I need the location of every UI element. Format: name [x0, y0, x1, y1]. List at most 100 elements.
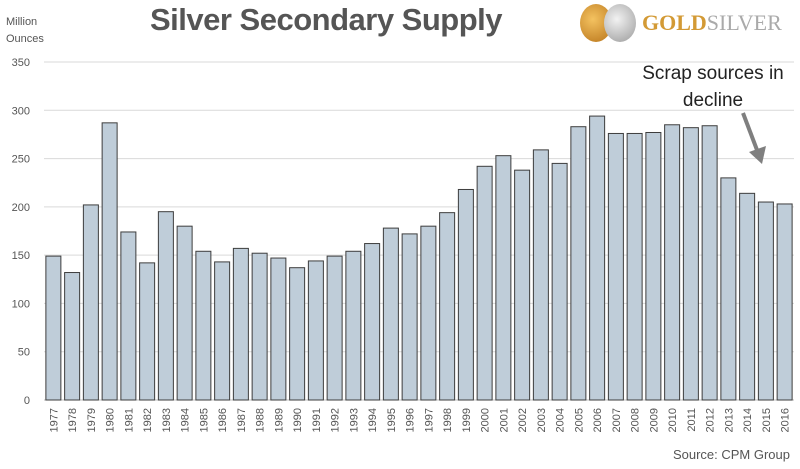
- bar: [101, 122, 118, 401]
- x-tick-label: 1986: [217, 408, 229, 432]
- bar: [439, 212, 456, 401]
- x-tick-label: 2008: [630, 408, 642, 432]
- bar: [326, 255, 343, 401]
- x-tick-label: 2007: [611, 408, 623, 432]
- x-tick-label: 2016: [780, 408, 792, 432]
- bar: [682, 127, 699, 401]
- bar: [701, 125, 718, 401]
- bar: [589, 115, 606, 401]
- bar: [345, 250, 362, 401]
- x-tick-label: 2004: [555, 408, 567, 432]
- bar: [420, 225, 437, 401]
- bar: [214, 261, 231, 401]
- brand-silver: SILVER: [706, 10, 782, 35]
- x-tick-label: 2003: [536, 408, 548, 432]
- annotation: Scrap sources in decline: [642, 63, 784, 111]
- bar: [195, 250, 212, 401]
- bar: [757, 201, 774, 401]
- bar: [157, 211, 174, 401]
- unit-line-1: Million: [6, 16, 38, 28]
- x-tick-label: 1977: [48, 408, 60, 432]
- bar: [251, 252, 268, 401]
- x-tick-label: 1998: [442, 408, 454, 432]
- x-tick-label: 1995: [386, 408, 398, 432]
- bar: [570, 126, 587, 401]
- bar: [720, 177, 737, 401]
- bar: [457, 188, 474, 401]
- x-tick-label: 1996: [405, 408, 417, 432]
- x-tick-label: 1980: [105, 408, 117, 432]
- x-tick-label: 2001: [498, 408, 510, 432]
- bar: [64, 272, 81, 401]
- bar: [401, 233, 418, 401]
- x-tick-label: 1992: [330, 408, 342, 432]
- bar: [626, 132, 643, 401]
- x-tick-label: 2015: [761, 408, 773, 432]
- bar: [645, 131, 662, 401]
- bar: [739, 192, 756, 401]
- bar: [176, 225, 193, 401]
- chart-title: Silver Secondary Supply: [150, 2, 503, 37]
- x-tick-label: 1978: [67, 408, 79, 432]
- x-tick-label: 1988: [255, 408, 267, 432]
- bar: [120, 231, 137, 401]
- y-tick-label: 100: [12, 298, 30, 310]
- x-tick-label: 2000: [480, 408, 492, 432]
- bar: [139, 262, 156, 401]
- x-tick-label: 2014: [742, 408, 754, 432]
- x-tick-label: 2012: [705, 408, 717, 432]
- x-tick-label: 2002: [517, 408, 529, 432]
- bar: [532, 149, 549, 401]
- x-tick-label: 2011: [686, 408, 698, 432]
- y-axis-label: Million Ounces: [6, 14, 44, 48]
- bar: [270, 257, 287, 401]
- x-tick-label: 1997: [423, 408, 435, 432]
- x-tick-label: 1999: [461, 408, 473, 432]
- gold-silver-logo: GOLDSILVER: [580, 4, 782, 42]
- x-tick-label: 2005: [573, 408, 585, 432]
- bar: [664, 124, 681, 401]
- bar: [289, 267, 306, 401]
- x-tick-label: 2013: [723, 408, 735, 432]
- x-tick-label: 1979: [86, 408, 98, 432]
- x-tick-label: 2009: [648, 408, 660, 432]
- x-tick-label: 2006: [592, 408, 604, 432]
- bar: [514, 169, 531, 401]
- y-tick-label: 350: [12, 57, 30, 69]
- y-tick-label: 0: [24, 395, 30, 407]
- brand-gold: GOLD: [642, 10, 707, 35]
- bar: [82, 204, 99, 401]
- bar: [364, 243, 381, 401]
- y-tick-label: 250: [12, 154, 30, 166]
- x-tick-label: 1987: [236, 408, 248, 432]
- x-tick-label: 1993: [348, 408, 360, 432]
- x-tick-label: 1994: [367, 408, 379, 432]
- arrow-head: [749, 146, 766, 164]
- y-tick-label: 50: [18, 347, 30, 359]
- bar: [495, 155, 512, 401]
- x-tick-label: 1983: [161, 408, 173, 432]
- bar: [307, 260, 324, 401]
- bar: [232, 247, 249, 401]
- bar: [551, 162, 568, 401]
- x-tick-label: 1984: [180, 408, 192, 432]
- unit-line-2: Ounces: [6, 33, 44, 45]
- bar: [607, 132, 624, 401]
- x-tick-label: 1991: [311, 408, 323, 432]
- x-tick-label: 1981: [123, 408, 135, 432]
- y-tick-label: 200: [12, 202, 30, 214]
- bar: [382, 227, 399, 401]
- x-tick-label: 1990: [292, 408, 304, 432]
- x-tick-label: 1985: [198, 408, 210, 432]
- x-tick-label: 1989: [273, 408, 285, 432]
- bar: [476, 165, 493, 401]
- y-tick-label: 150: [12, 250, 30, 262]
- silver-coin-icon: [604, 4, 636, 42]
- source-note: Source: CPM Group: [672, 447, 790, 462]
- y-tick-label: 300: [12, 105, 30, 117]
- arrow-shaft: [741, 112, 759, 151]
- x-tick-label: 1982: [142, 408, 154, 432]
- bar: [776, 203, 793, 401]
- bar: [45, 255, 62, 401]
